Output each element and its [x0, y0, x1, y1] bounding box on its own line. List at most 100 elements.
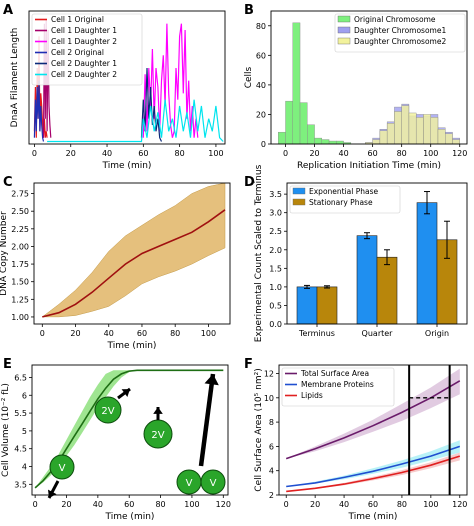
y-tick-label: 6 [269, 442, 274, 451]
x-tick-label: 80 [155, 500, 165, 509]
arrow-head [121, 389, 130, 397]
x-tick-label: 40 [339, 500, 349, 509]
x-tick-label: 100 [184, 500, 199, 509]
histogram-bar [386, 123, 395, 145]
y-tick-label: 8 [269, 418, 274, 427]
y-axis-label: DnaA Filament Length [10, 28, 20, 128]
bar [316, 286, 338, 325]
legend-label: Daughter Chromosome2 [354, 37, 446, 46]
x-tick-label: 60 [138, 149, 148, 158]
y-tick-label: 10 [264, 394, 274, 403]
cell-label: V [210, 478, 217, 489]
legend-label: Membrane Proteins [301, 380, 374, 389]
y-tick-label: 0.0 [269, 320, 282, 329]
histogram-bar [408, 112, 417, 145]
legend-swatch [337, 37, 351, 45]
legend-label: Total Surface Area [300, 369, 369, 378]
panel-a: 0 20 40 60 80 100 Time (min) DnaA Filament Leng… [10, 10, 226, 171]
axes-frame [286, 182, 468, 325]
legend-label: Cell 1 Daughter 2 [51, 37, 117, 46]
legend-swatch [292, 187, 306, 195]
y-tick-label: 4 [269, 467, 274, 476]
legend-label: Cell 1 Original [51, 15, 104, 24]
x-tick-label: 20 [309, 149, 319, 158]
legend-label: Cell 2 Original [51, 48, 104, 57]
histogram-bar [437, 129, 446, 145]
legend-label: Cell 2 Daughter 1 [51, 59, 117, 68]
cell-label: V [59, 463, 66, 474]
y-tick-label: 1.75 [11, 260, 29, 269]
y-tick-label: 0.5 [269, 301, 282, 310]
y-tick-label: 2.25 [11, 225, 29, 234]
x-axis-label: Time (min) [105, 512, 155, 522]
legend-swatch [337, 15, 351, 23]
x-tick-label: 80 [397, 500, 407, 509]
histogram-bar [372, 139, 381, 145]
bar [376, 256, 398, 325]
x-tick-label: 80 [170, 329, 180, 338]
legend-box [289, 185, 401, 214]
legend-label: Lipids [301, 391, 323, 400]
y-tick-label: 5 [22, 427, 27, 436]
x-tick-label: 100 [423, 149, 438, 158]
y-tick-label: 12 [264, 370, 274, 379]
legend-label: Cell 2 Daughter 2 [51, 70, 117, 79]
y-tick-label: 80 [256, 22, 266, 31]
panel-letter: A [3, 3, 13, 18]
y-tick-label: 2.75 [11, 190, 29, 199]
x-tick-label: 80 [175, 149, 185, 158]
legend-swatch [337, 26, 351, 34]
cell-label: 2V [101, 406, 114, 417]
y-axis-label: Experimental Count Scaled to Terminus [254, 164, 264, 342]
arrow-head [204, 374, 219, 386]
panel-letter: F [244, 357, 253, 372]
histogram-bar [292, 22, 301, 145]
histogram-bar [394, 111, 402, 145]
bar [416, 202, 438, 325]
y-tick-label: 6.5 [14, 373, 27, 382]
x-tick-label: 20 [61, 500, 71, 509]
bar [356, 235, 378, 325]
x-tick-label: 0 [32, 149, 37, 158]
axes-frame [28, 10, 226, 145]
x-tick-label: 20 [70, 329, 80, 338]
confidence-band [35, 370, 224, 488]
x-tick-label: 0 [284, 500, 289, 509]
panel-e: 3.5 4 4.5 5 5.5 6 6.5 0 20 40 60 80 100 120 Time (min)… [1, 364, 231, 522]
x-tick-label: 120 [452, 500, 467, 509]
panel-letter: D [244, 175, 255, 190]
x-tick-label: 0 [40, 329, 45, 338]
x-tick-label: 0 [33, 500, 38, 509]
x-tick-label: 20 [66, 149, 76, 158]
y-tick-label: 20 [256, 110, 266, 119]
x-tick-label: 60 [124, 500, 134, 509]
mean-line [286, 455, 461, 493]
panel-d: 0.0 0.5 1.0 1.5 2.0 2.5 3.0 3.5 Experimental Cou… [254, 164, 468, 342]
legend-label: Daughter Chromosome1 [354, 26, 446, 35]
histogram-bar [445, 133, 453, 145]
bar [296, 286, 318, 325]
axes-frame [31, 364, 229, 496]
legend-label: Cell 1 Daughter 1 [51, 26, 117, 35]
legend-label: Original Chromosome [354, 15, 436, 24]
x-tick-label: 0 [283, 149, 288, 158]
legend-swatch [292, 198, 306, 206]
legend-box [31, 13, 143, 86]
x-tick-label: 100 [423, 500, 438, 509]
y-tick-label: 5.5 [14, 409, 27, 418]
y-axis-label: DNA Copy Number [0, 211, 9, 296]
panel-b: 0 20 40 60 80 0 20 40 60 80 100 120 Replication Init… [244, 10, 468, 171]
panel-letter: E [3, 357, 12, 372]
x-axis-label: Replication Initiation Time (min) [297, 161, 441, 171]
legend-label: Stationary Phase [309, 198, 373, 207]
x-tick-label: 60 [368, 500, 378, 509]
data-series-line [47, 99, 224, 143]
y-tick-label: 40 [256, 81, 266, 90]
legend-box [281, 367, 395, 407]
histogram-bar [430, 117, 439, 145]
panel-c: 1.00 1.25 1.50 1.75 2.00 2.25 2.50 2.75 0 20 40 60 8… [0, 182, 231, 351]
y-tick-label: 60 [256, 51, 266, 60]
histogram-bar [415, 117, 424, 145]
